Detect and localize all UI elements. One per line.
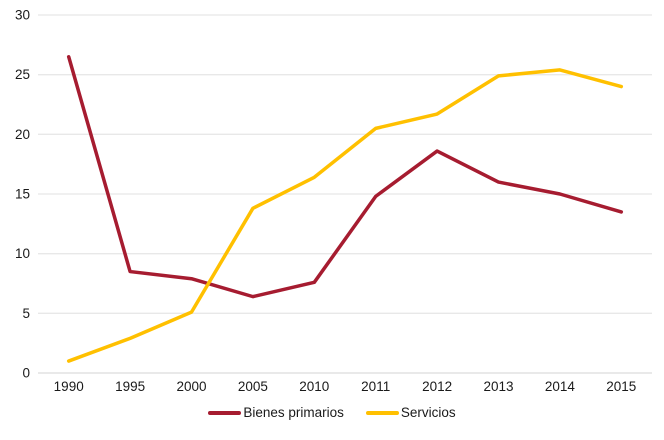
legend-label-bienes-primarios: Bienes primarios	[243, 405, 344, 420]
series-line-bienes-primarios	[66, 55, 624, 299]
plot-area: 0 5 10 15 20 25 30 1990 1995 2000 2005 2010 2011 2012…	[15, 8, 652, 394]
legend-item-servicios: Servicios	[365, 405, 456, 420]
legend-item-bienes-primarios: Bienes primarios	[208, 406, 344, 420]
y-tick-label: 0	[22, 366, 30, 381]
y-tick-label: 25	[15, 67, 30, 82]
series-line-servicios	[66, 68, 624, 363]
x-tick-label: 2011	[361, 379, 390, 394]
x-tick-label: 2000	[176, 379, 206, 394]
legend-label-servicios: Servicios	[400, 405, 456, 420]
x-tick-label: 2010	[299, 379, 329, 394]
y-tick-label: 30	[15, 8, 30, 23]
legend-line-marker-bienes-primarios	[208, 411, 242, 415]
y-tick-label: 5	[22, 306, 30, 321]
y-tick-label: 15	[15, 187, 30, 202]
y-tick-label: 10	[15, 246, 30, 261]
y-tick-label: 20	[15, 127, 30, 142]
x-tick-label: 2015	[606, 379, 636, 394]
x-tick-label: 2014	[545, 379, 576, 394]
x-tick-label: 1995	[115, 379, 145, 394]
x-tick-label: 2005	[238, 379, 268, 394]
x-tick-label: 1990	[54, 379, 84, 394]
x-tick-label: 2013	[483, 379, 513, 394]
legend: Bienes primarios Servicios	[0, 406, 664, 420]
x-tick-label: 2012	[422, 379, 452, 394]
legend-line-marker-servicios	[365, 411, 399, 415]
